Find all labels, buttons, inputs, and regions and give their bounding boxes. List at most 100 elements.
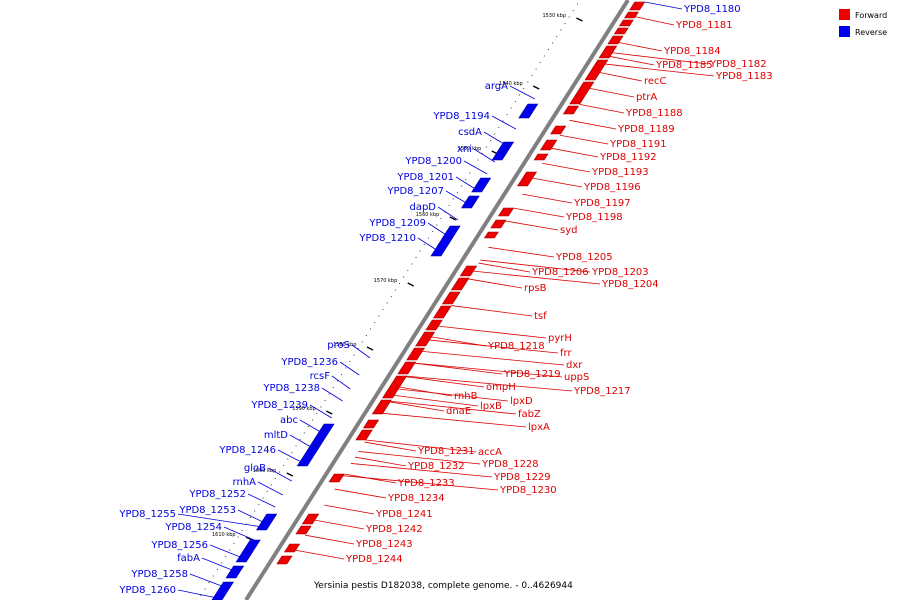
gene-label-ypd8_1239[interactable]: YPD8_1239 — [250, 400, 308, 411]
gene-label-dnae[interactable]: dnaE — [446, 406, 471, 417]
gene-label-ypd8_1200[interactable]: YPD8_1200 — [404, 156, 462, 167]
gene-feature[interactable] — [301, 513, 320, 525]
gene-label-ypd8_1201[interactable]: YPD8_1201 — [396, 172, 454, 183]
gene-label-ypd8_1183[interactable]: YPD8_1183 — [715, 71, 773, 82]
gene-feature[interactable] — [471, 177, 492, 193]
gene-feature[interactable] — [441, 225, 461, 239]
gene-label-ypd8_1238[interactable]: YPD8_1238 — [262, 383, 320, 394]
gene-feature[interactable] — [441, 291, 461, 305]
gene-feature[interactable] — [598, 45, 618, 59]
gene-label-ypd8_1234[interactable]: YPD8_1234 — [387, 493, 445, 504]
gene-label-ypd8_1209[interactable]: YPD8_1209 — [368, 218, 426, 229]
gene-feature[interactable] — [607, 35, 624, 45]
gene-label-ypd8_1185[interactable]: YPD8_1185 — [655, 60, 713, 71]
gene-label-ypd8_1203[interactable]: YPD8_1203 — [591, 267, 649, 278]
gene-label-upps[interactable]: uppS — [564, 372, 589, 383]
gene-feature[interactable] — [496, 141, 515, 153]
gene-feature[interactable] — [328, 473, 345, 483]
gene-feature[interactable] — [533, 153, 549, 161]
gene-feature[interactable] — [461, 195, 480, 209]
gene-feature[interactable] — [459, 265, 478, 277]
gene-label-rcsf[interactable]: rcsF — [310, 371, 331, 382]
gene-feature[interactable] — [425, 319, 443, 331]
gene-feature[interactable] — [362, 419, 380, 429]
gene-feature[interactable] — [613, 27, 629, 35]
gene-label-ypd8_1232[interactable]: YPD8_1232 — [407, 461, 465, 472]
gene-label-abc[interactable]: abc — [280, 415, 298, 426]
gene-label-ypd8_1260[interactable]: YPD8_1260 — [118, 585, 176, 596]
gene-label-pros[interactable]: proS — [327, 340, 350, 351]
gene-label-lpxa[interactable]: lpxA — [528, 422, 550, 433]
gene-feature[interactable] — [497, 207, 515, 217]
gene-label-ypd8_1230[interactable]: YPD8_1230 — [499, 485, 557, 496]
gene-label-ypd8_1218[interactable]: YPD8_1218 — [487, 341, 545, 352]
gene-label-ypd8_1180[interactable]: YPD8_1180 — [683, 4, 741, 15]
gene-label-fabz[interactable]: fabZ — [518, 409, 541, 420]
gene-feature[interactable] — [397, 361, 417, 375]
gene-label-tsf[interactable]: tsf — [534, 311, 547, 322]
gene-feature[interactable] — [430, 237, 454, 257]
gene-label-ypd8_1205[interactable]: YPD8_1205 — [555, 252, 613, 263]
gene-feature[interactable] — [562, 105, 580, 115]
gene-label-ypd8_1217[interactable]: YPD8_1217 — [573, 386, 631, 397]
gene-label-ypd8_1229[interactable]: YPD8_1229 — [493, 472, 551, 483]
gene-label-ypd8_1198[interactable]: YPD8_1198 — [565, 212, 623, 223]
gene-feature[interactable] — [569, 81, 595, 105]
gene-label-ypd8_1233[interactable]: YPD8_1233 — [397, 478, 455, 489]
gene-feature[interactable] — [518, 103, 539, 119]
gene-label-pyrh[interactable]: pyrH — [548, 333, 572, 344]
gene-label-ypd8_1242[interactable]: YPD8_1242 — [365, 524, 423, 535]
gene-label-ypd8_1231[interactable]: YPD8_1231 — [417, 446, 475, 457]
gene-feature[interactable] — [241, 539, 261, 553]
gene-label-syd[interactable]: syd — [560, 225, 577, 236]
gene-label-ypd8_1197[interactable]: YPD8_1197 — [573, 198, 631, 209]
gene-label-ypd8_1192[interactable]: YPD8_1192 — [599, 152, 657, 163]
gene-label-ypd8_1206[interactable]: YPD8_1206 — [531, 267, 589, 278]
gene-feature[interactable] — [623, 11, 639, 19]
gene-feature[interactable] — [296, 445, 321, 467]
gene-label-ypd8_1254[interactable]: YPD8_1254 — [164, 522, 222, 533]
gene-label-ypd8_1191[interactable]: YPD8_1191 — [609, 139, 667, 150]
gene-label-ypd8_1253[interactable]: YPD8_1253 — [178, 505, 236, 516]
gene-label-ypd8_1188[interactable]: YPD8_1188 — [625, 108, 683, 119]
gene-label-ypd8_1207[interactable]: YPD8_1207 — [386, 186, 444, 197]
gene-feature[interactable] — [629, 1, 646, 11]
gene-label-acca[interactable]: accA — [478, 447, 502, 458]
gene-feature[interactable] — [276, 555, 293, 565]
gene-feature[interactable] — [483, 231, 499, 239]
gene-feature[interactable] — [295, 525, 312, 535]
gene-feature[interactable] — [256, 513, 278, 531]
gene-label-ypd8_1182[interactable]: YPD8_1182 — [709, 59, 767, 70]
gene-feature[interactable] — [490, 219, 507, 229]
gene-feature[interactable] — [550, 125, 567, 135]
gene-label-ypd8_1256[interactable]: YPD8_1256 — [150, 540, 208, 551]
gene-label-rpsb[interactable]: rpsB — [524, 283, 547, 294]
gene-label-ypd8_1236[interactable]: YPD8_1236 — [280, 357, 338, 368]
gene-label-ypd8_1184[interactable]: YPD8_1184 — [663, 46, 721, 57]
gene-label-ypd8_1204[interactable]: YPD8_1204 — [601, 279, 659, 290]
gene-label-ypd8_1189[interactable]: YPD8_1189 — [617, 124, 675, 135]
gene-feature[interactable] — [309, 423, 335, 447]
gene-label-xni[interactable]: xni — [457, 144, 472, 155]
gene-label-frr[interactable]: frr — [560, 348, 572, 359]
gene-label-dxr[interactable]: dxr — [566, 360, 583, 371]
gene-label-ypd8_1219[interactable]: YPD8_1219 — [503, 369, 561, 380]
gene-feature[interactable] — [406, 347, 425, 361]
gene-feature[interactable] — [584, 59, 609, 81]
gene-feature[interactable] — [415, 331, 436, 347]
gene-feature[interactable] — [283, 543, 301, 553]
gene-feature[interactable] — [539, 139, 558, 151]
gene-label-faba[interactable]: fabA — [177, 553, 200, 564]
gene-label-lpxd[interactable]: lpxD — [510, 396, 533, 407]
gene-label-ypd8_1210[interactable]: YPD8_1210 — [358, 233, 416, 244]
gene-label-arga[interactable]: argA — [485, 81, 508, 92]
gene-feature[interactable] — [618, 19, 634, 27]
gene-label-ypd8_1255[interactable]: YPD8_1255 — [118, 509, 176, 520]
gene-label-ypd8_1252[interactable]: YPD8_1252 — [188, 489, 246, 500]
gene-feature[interactable] — [371, 399, 392, 415]
gene-feature[interactable] — [225, 565, 245, 579]
gene-label-omph[interactable]: ompH — [486, 382, 516, 393]
gene-label-rnha[interactable]: rnhA — [233, 477, 257, 488]
gene-feature[interactable] — [355, 429, 373, 441]
gene-label-mltd[interactable]: mltD — [264, 430, 288, 441]
